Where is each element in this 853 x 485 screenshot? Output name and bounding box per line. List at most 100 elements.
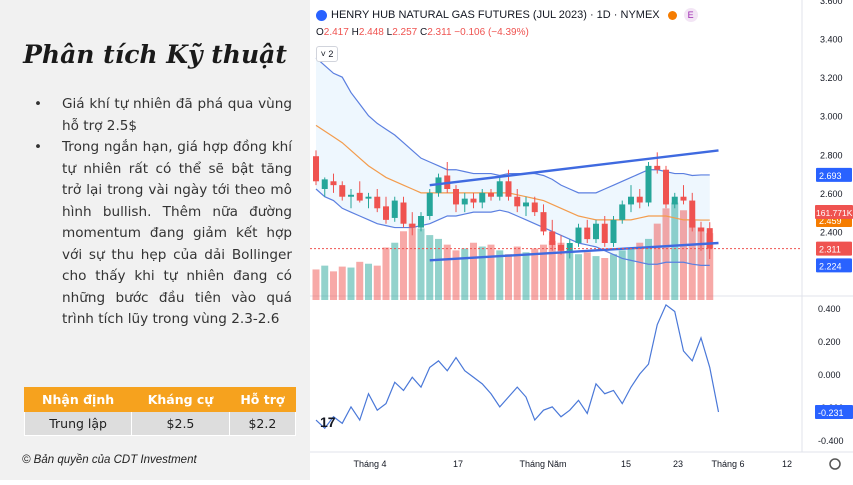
price-chart[interactable]: 3.600 3.400 3.200 3.000 2.800 2.600 2.400 2.693… xyxy=(310,0,853,480)
bollinger-upper-line xyxy=(315,57,710,194)
volume-bar xyxy=(627,247,635,300)
volume-bar xyxy=(618,250,626,300)
candle-body xyxy=(514,196,521,207)
momentum-label-tag xyxy=(815,404,853,419)
candle-body xyxy=(531,202,538,213)
volume-bar xyxy=(513,246,521,300)
volume-bar xyxy=(505,254,512,300)
candle-body xyxy=(339,185,346,197)
candle-body xyxy=(584,227,591,240)
volume-bar xyxy=(400,231,407,300)
candle-body xyxy=(470,198,477,203)
chart-header: HENRY HUB NATURAL GAS FUTURES (JUL 2023)… xyxy=(316,8,698,22)
time-tick-label: 12 xyxy=(782,459,792,469)
volume-bar xyxy=(321,265,329,300)
price-tick-label: 3.000 xyxy=(820,112,843,122)
candle-body xyxy=(558,244,564,251)
volume-bar xyxy=(592,256,600,300)
volume-bar xyxy=(680,210,687,300)
volume-bar xyxy=(435,238,442,300)
time-tick-label: Tháng 4 xyxy=(353,459,386,469)
ohlc-legend: O2.417 H2.448 L2.257 C2.311 −0.106 (−4.3… xyxy=(316,27,529,38)
volume-bar xyxy=(347,267,355,300)
bullet-item: Trong ngắn hạn, giá hợp đồng khí tự nhiê… xyxy=(24,137,292,331)
volume-bar xyxy=(391,242,399,300)
price-label-text: 2.693 xyxy=(819,171,842,181)
momentum-tick-label: 0.200 xyxy=(818,337,841,347)
table-header: Hỗ trợ xyxy=(228,387,297,412)
volume-bar xyxy=(636,242,644,300)
outlook-table: Nhận định Kháng cự Hỗ trợ Trung lập $2.5… xyxy=(23,387,297,436)
candle-body xyxy=(549,231,556,245)
candle-body xyxy=(619,204,626,220)
low-value: 2.257 xyxy=(392,27,418,38)
candle-body xyxy=(636,196,643,203)
candle-body xyxy=(488,192,494,197)
chart-canvas[interactable]: 3.600 3.400 3.200 3.000 2.800 2.600 2.400 2.693… xyxy=(310,0,853,480)
candle-body xyxy=(654,165,661,170)
high-value: 2.448 xyxy=(358,27,384,38)
tradingview-logo-icon[interactable]: 17 xyxy=(320,414,336,430)
volume-bar xyxy=(662,208,670,300)
candle-body xyxy=(374,196,381,209)
indicators-toggle-button[interactable]: ˅ 2 xyxy=(316,46,338,62)
candle-body xyxy=(496,181,503,197)
market-status-icon xyxy=(667,10,677,20)
table-cell: Trung lập xyxy=(23,411,133,436)
candle-body xyxy=(313,156,319,182)
candle-body xyxy=(418,216,424,228)
candle-body xyxy=(671,196,678,205)
volume-bar xyxy=(566,250,574,300)
momentum-label-text: -0.231 xyxy=(818,408,844,418)
table-cell: $2.5 xyxy=(131,411,230,436)
candle-body xyxy=(540,212,547,232)
time-tick-label: Tháng 6 xyxy=(711,459,744,469)
symbol-title[interactable]: HENRY HUB NATURAL GAS FUTURES (JUL 2023)… xyxy=(331,9,660,21)
candle-body xyxy=(601,223,608,243)
candle-body xyxy=(610,219,617,243)
trendline xyxy=(429,149,719,187)
candle-body xyxy=(698,227,704,232)
trendline xyxy=(429,241,719,262)
volume-bar xyxy=(365,263,372,300)
candle-body xyxy=(628,196,634,205)
events-badge[interactable]: E xyxy=(683,8,698,22)
bollinger-lower-line xyxy=(315,188,710,266)
volume-bar xyxy=(522,252,530,300)
volume-bar xyxy=(356,261,364,300)
price-tick-label: 3.400 xyxy=(820,35,843,45)
price-tick-label: 3.600 xyxy=(820,0,843,6)
time-tick-label: 23 xyxy=(673,459,683,469)
volume-bar xyxy=(408,223,416,300)
candle-body xyxy=(645,165,652,203)
candle-body xyxy=(663,169,669,205)
volume-bar xyxy=(557,242,565,300)
volume-bar xyxy=(461,248,469,300)
change-value: −0.106 (−4.39%) xyxy=(454,27,529,38)
candle-body xyxy=(453,189,459,205)
candle-body xyxy=(365,196,372,199)
table-cell: $2.2 xyxy=(228,411,297,436)
momentum-tick-label: 0.400 xyxy=(818,304,841,314)
volume-bar xyxy=(417,228,425,300)
momentum-tick-label: 0.000 xyxy=(818,370,841,380)
volume-bar xyxy=(373,265,381,300)
settings-gear-icon[interactable] xyxy=(829,458,841,470)
time-tick-label: 17 xyxy=(453,459,463,469)
indicator-count: 2 xyxy=(328,49,334,59)
time-tick-label: 15 xyxy=(621,459,631,469)
price-label-tag xyxy=(816,241,852,256)
candle-body xyxy=(680,196,687,201)
volume-bar xyxy=(470,242,477,300)
candle-body xyxy=(575,227,582,243)
candle-body xyxy=(505,181,512,197)
table-header: Kháng cự xyxy=(131,387,230,412)
open-value: 2.417 xyxy=(323,27,349,38)
volume-bar xyxy=(688,219,696,300)
volume-bar xyxy=(653,223,661,300)
volume-bar xyxy=(548,240,556,300)
volume-bar xyxy=(697,227,705,300)
candle-body xyxy=(391,200,398,218)
candle-body xyxy=(348,194,354,197)
table-header: Nhận định xyxy=(23,387,133,412)
